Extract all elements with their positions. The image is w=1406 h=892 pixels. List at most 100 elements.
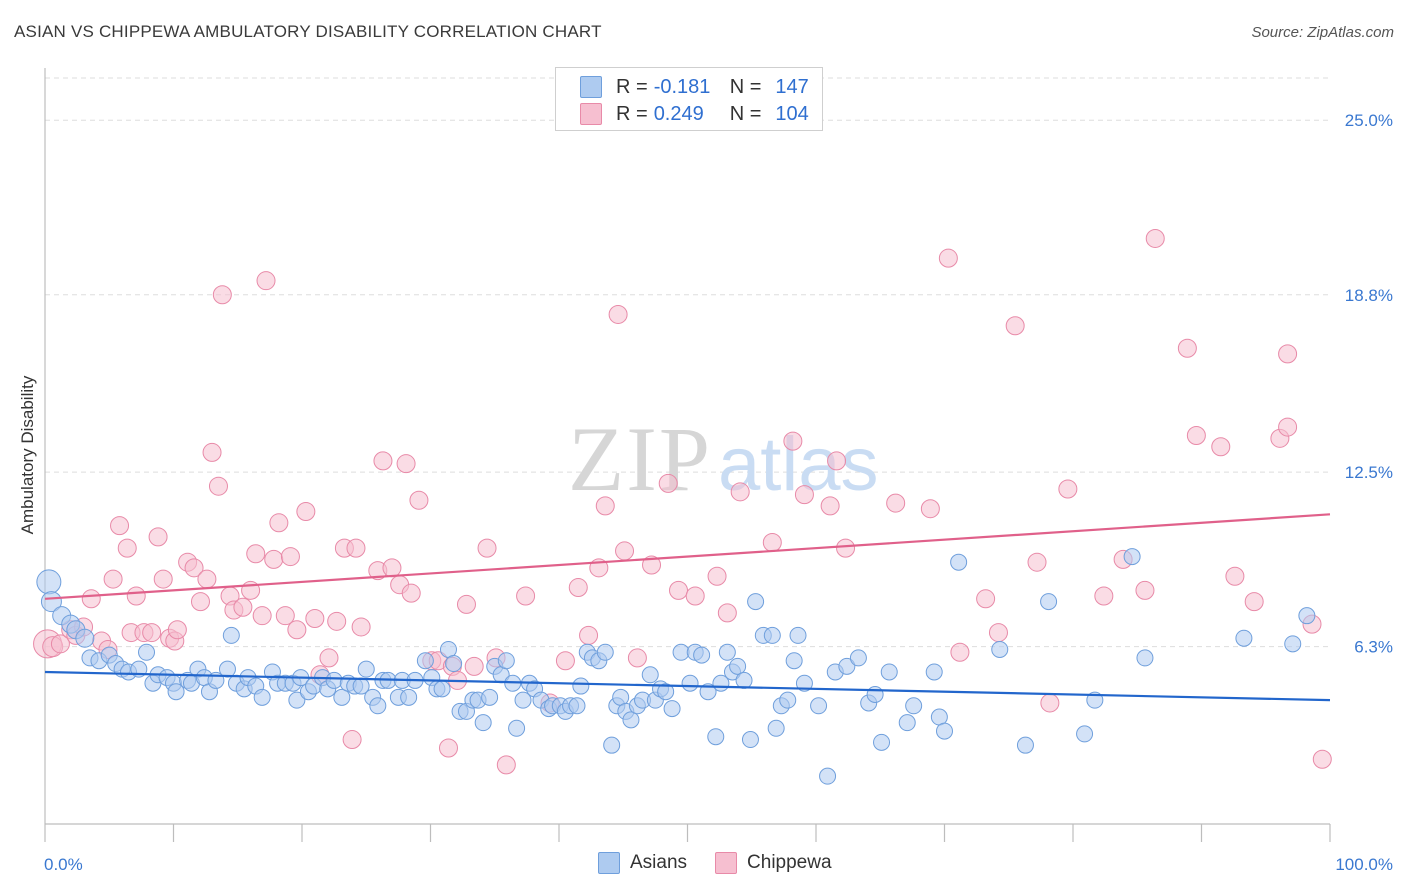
asian-point <box>357 660 375 678</box>
chippewa-point <box>794 485 814 505</box>
asian-point <box>873 733 891 751</box>
chippewa-point <box>280 547 300 567</box>
asian-point <box>925 663 943 681</box>
asian-points <box>36 548 1316 785</box>
asian-point <box>622 711 640 729</box>
asian-point <box>741 731 759 749</box>
chippewa-point <box>126 586 146 606</box>
chippewa-point <box>886 493 906 513</box>
chippewa-point <box>950 642 970 662</box>
legend-item-chippewa[interactable]: Chippewa <box>715 852 832 874</box>
source-label: Source: ZipAtlas.com <box>1251 24 1394 41</box>
chippewa-trend-line <box>44 513 1331 600</box>
chippewa-point <box>287 620 307 640</box>
asian-point <box>1235 629 1253 647</box>
asian-point <box>779 691 797 709</box>
asian-point <box>1284 635 1302 653</box>
asian-point <box>1076 725 1094 743</box>
asian-point <box>747 593 765 611</box>
asian-point <box>218 660 236 678</box>
chippewa-point <box>142 623 162 643</box>
asian-point <box>400 688 418 706</box>
chippewa-point <box>351 617 371 637</box>
chippewa-point <box>477 538 497 558</box>
legend-r-label: R = <box>616 75 648 98</box>
legend-n-label: N = <box>729 102 762 125</box>
chippewa-points <box>33 228 1332 775</box>
asian-point <box>866 686 884 704</box>
asian-point <box>75 628 95 648</box>
chippewa-point <box>396 454 416 474</box>
chippewa-point <box>555 651 575 671</box>
asian-point <box>333 688 351 706</box>
tick-labels: 6.3% 12.5% 18.8% 25.0% 0.0% 100.0% <box>44 111 1393 874</box>
asian-swatch <box>580 76 602 98</box>
asian-point <box>416 652 434 670</box>
chippewa-point <box>373 451 393 471</box>
chippewa-point <box>627 648 647 668</box>
chippewa-point <box>496 755 516 775</box>
chippewa-point <box>717 603 737 623</box>
legend-n-label: N = <box>729 75 762 98</box>
y-tick-label: 25.0% <box>1345 111 1393 130</box>
chippewa-point <box>319 648 339 668</box>
asian-point <box>445 655 463 673</box>
y-tick-label: 6.3% <box>1354 638 1393 657</box>
asian-point <box>508 719 526 737</box>
asian-point <box>1136 649 1154 667</box>
asian-trend-line <box>44 670 1331 702</box>
chippewa-swatch <box>580 103 602 125</box>
chippewa-point <box>1278 417 1298 437</box>
asian-point <box>138 643 156 661</box>
chippewa-point <box>327 611 347 631</box>
chippewa-point <box>1278 344 1298 364</box>
chippewa-point <box>167 620 187 640</box>
chippewa-point <box>305 608 325 628</box>
asian-point <box>433 680 451 698</box>
chippewa-point <box>579 625 599 645</box>
asian-point <box>905 697 923 715</box>
asian-point <box>514 691 532 709</box>
legend-label-chippewa: Chippewa <box>747 852 832 873</box>
asian-point <box>767 719 785 737</box>
axes <box>44 68 1331 842</box>
chippewa-point <box>516 586 536 606</box>
asian-point <box>40 591 62 613</box>
chippewa-point <box>920 499 940 519</box>
chippewa-point <box>1312 749 1332 769</box>
asian-point <box>718 643 736 661</box>
chippewa-point <box>269 513 289 533</box>
y-axis-label: Ambulatory Disability <box>18 375 37 535</box>
trend-lines <box>44 513 1331 702</box>
chippewa-point <box>252 606 272 626</box>
asian-point <box>795 674 813 692</box>
chippewa-point <box>762 532 782 552</box>
chippewa-point <box>1177 338 1197 358</box>
chippewa-point <box>615 541 635 561</box>
asian-point <box>936 722 953 740</box>
chippewa-point <box>81 589 101 609</box>
asian-point <box>572 677 590 695</box>
chippewa-point <box>1027 552 1047 572</box>
chippewa-point <box>730 482 750 502</box>
chippewa-point <box>103 569 123 589</box>
asian-point <box>36 569 62 595</box>
legend-item-asians[interactable]: Asians <box>598 852 687 874</box>
asian-point <box>568 697 586 715</box>
chippewa-point <box>707 566 727 586</box>
asian-point <box>641 666 659 684</box>
chippewa-point <box>233 597 253 617</box>
chippewa-point <box>346 538 366 558</box>
chippewa-point <box>685 586 705 606</box>
chippewa-point <box>1135 580 1155 600</box>
chippewa-point <box>50 634 70 654</box>
asian-point <box>707 728 725 746</box>
x-tick-label-max: 100.0% <box>1335 855 1393 874</box>
asian-point <box>222 626 240 644</box>
legend-label-asians: Asians <box>630 852 688 873</box>
asian-point <box>288 691 306 709</box>
asian-point <box>167 683 185 701</box>
asian-point <box>763 626 781 644</box>
chippewa-point <box>190 592 210 612</box>
chippewa-point <box>1211 437 1231 457</box>
